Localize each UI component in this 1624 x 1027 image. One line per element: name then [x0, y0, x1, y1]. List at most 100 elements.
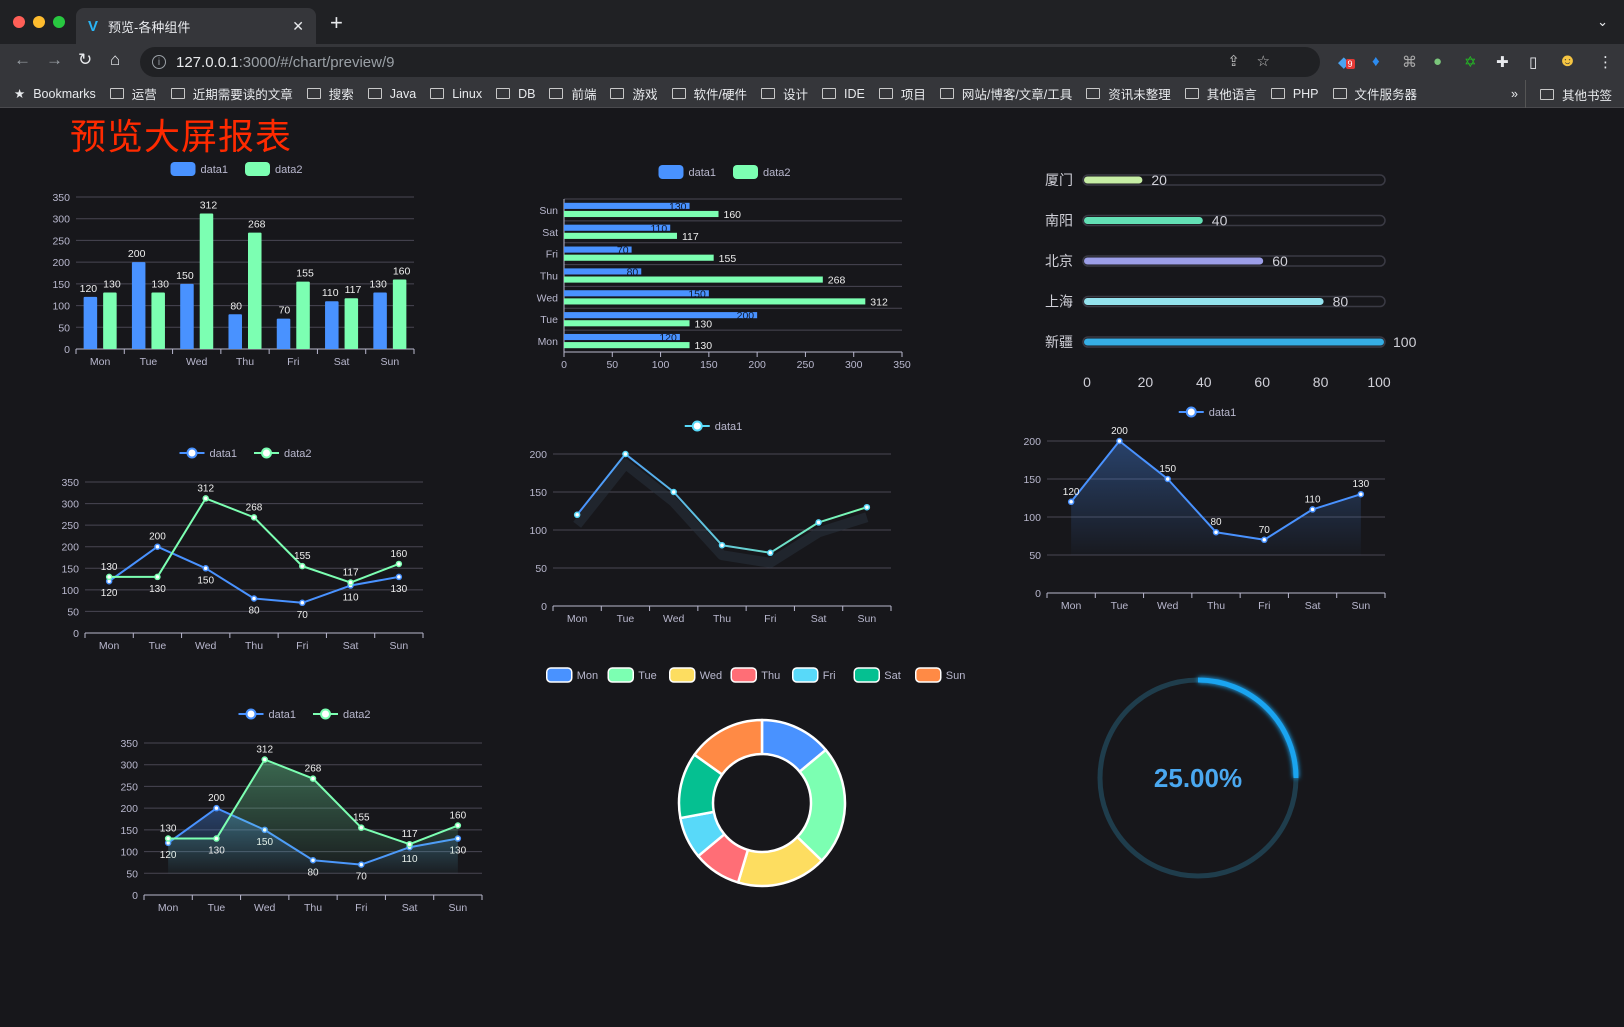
- bar: [228, 314, 242, 349]
- legend-label: data1: [269, 709, 297, 721]
- legend-item[interactable]: Tue: [607, 667, 657, 683]
- legend-item[interactable]: Sat: [853, 667, 901, 683]
- bar: [564, 333, 680, 341]
- side-panel-icon[interactable]: ▯: [1529, 54, 1538, 71]
- bookmark-folder[interactable]: Linux: [430, 87, 482, 101]
- legend-item[interactable]: Sun: [915, 667, 966, 683]
- legend-item[interactable]: data2: [733, 165, 791, 179]
- home-icon[interactable]: ⌂: [110, 50, 121, 69]
- data-label: 130: [101, 562, 118, 573]
- bookmark-folder[interactable]: 设计: [760, 84, 808, 103]
- tab-search-chevron-icon[interactable]: ⌄: [1597, 14, 1608, 29]
- legend-item[interactable]: data1: [238, 708, 297, 721]
- gem-extension-icon[interactable]: ♦: [1372, 53, 1380, 70]
- browser-tab[interactable]: V 预览-各种组件 ✕: [76, 8, 316, 44]
- profile-avatar[interactable]: ☻: [1558, 50, 1577, 70]
- line-chart: data1 0 50 100 150 200 Mon Tue Wed Thu Fri Sat Sun: [529, 420, 892, 625]
- legend-item[interactable]: Fri: [792, 667, 836, 683]
- maximize-window-button[interactable]: [53, 16, 65, 28]
- legend-label: data1: [689, 167, 717, 179]
- address-bar[interactable]: i 127.0.0.1:3000/#/chart/preview/9 ⇪ ☆: [140, 47, 1320, 77]
- close-tab-icon[interactable]: ✕: [292, 17, 304, 34]
- bookmark-folder[interactable]: IDE: [822, 87, 865, 101]
- legend-item[interactable]: Thu: [730, 667, 780, 683]
- data-label: 155: [719, 253, 737, 265]
- circle-extension-icon[interactable]: ●: [1433, 53, 1443, 70]
- bookmark-folder[interactable]: 近期需要读的文章: [170, 84, 293, 103]
- data-point: [863, 503, 871, 511]
- legend-item[interactable]: data1: [658, 165, 717, 179]
- data-label: 130: [369, 279, 387, 291]
- close-window-button[interactable]: [13, 16, 25, 28]
- minimize-window-button[interactable]: [33, 16, 45, 28]
- line-shadow: [573, 459, 869, 568]
- bookmark-label: 项目: [900, 88, 926, 102]
- x-tick-label: Fri: [355, 902, 367, 914]
- x-tick-label: Mon: [99, 640, 120, 652]
- data-point: [1357, 490, 1365, 498]
- legend-label: Tue: [638, 670, 657, 682]
- folder-icon: [1539, 88, 1554, 100]
- bookmark-folder[interactable]: 文件服务器: [1332, 84, 1417, 103]
- site-info-icon[interactable]: i: [152, 55, 166, 69]
- bookmark-folder[interactable]: 运营: [109, 84, 157, 103]
- legend-item[interactable]: data1: [179, 447, 238, 460]
- legend-item[interactable]: data2: [245, 162, 303, 176]
- tab-title: 预览-各种组件: [108, 19, 191, 35]
- legend-item[interactable]: data2: [254, 447, 312, 460]
- bookmark-folder[interactable]: 网站/博客/文章/工具: [939, 84, 1072, 103]
- legend-swatch-icon: [245, 162, 270, 176]
- legend-item[interactable]: data2: [313, 708, 371, 721]
- y-tick-label: 0: [1035, 588, 1041, 600]
- bookmark-folder[interactable]: 软件/硬件: [671, 84, 747, 103]
- data-point: [299, 599, 306, 607]
- folder-icon: [610, 88, 625, 99]
- legend-item[interactable]: Mon: [546, 667, 598, 683]
- legend-item[interactable]: data1: [170, 162, 229, 176]
- more-bookmarks-button[interactable]: »: [1511, 86, 1518, 101]
- category-label: 上海: [1045, 294, 1073, 310]
- progress-fill: [1084, 298, 1324, 305]
- data-point: [1164, 475, 1171, 483]
- y-tick-label: 300: [120, 760, 138, 772]
- bookmark-label: IDE: [844, 86, 865, 101]
- donut-slice[interactable]: [693, 718, 764, 776]
- folder-icon: [430, 88, 445, 99]
- bookmark-star-icon[interactable]: ☆: [1256, 53, 1270, 70]
- bookmark-folder[interactable]: 项目: [878, 84, 926, 103]
- new-tab-button[interactable]: +: [330, 10, 343, 35]
- puzzle-extensions-icon[interactable]: ✚: [1496, 54, 1509, 71]
- share-icon[interactable]: ⇪: [1227, 53, 1240, 70]
- bar: [564, 254, 714, 261]
- extension-icon[interactable]: ◆9: [1338, 54, 1355, 71]
- data-label: 312: [256, 745, 273, 756]
- bookmarks-manager[interactable]: ★ Bookmarks: [14, 86, 96, 102]
- bookmark-folder[interactable]: Java: [367, 87, 416, 101]
- legend-label: data1: [715, 421, 743, 433]
- bookmark-folder[interactable]: DB: [496, 87, 535, 101]
- data-label: 120: [101, 588, 118, 599]
- bookmark-folder[interactable]: 其他语言: [1184, 84, 1257, 103]
- legend-item[interactable]: data1: [684, 420, 743, 433]
- data-point: [454, 822, 462, 829]
- vue-logo-icon: V: [88, 17, 99, 35]
- back-icon[interactable]: ←: [14, 50, 31, 69]
- bookmark-label: Linux: [452, 86, 483, 101]
- x-tick-label: 150: [700, 359, 718, 371]
- x-tick-label: Tue: [140, 356, 158, 368]
- menu-kebab-icon[interactable]: ⋮: [1598, 54, 1613, 71]
- legend-item[interactable]: data1: [1178, 406, 1237, 419]
- data-point: [767, 549, 774, 557]
- bookmark-folder[interactable]: PHP: [1270, 87, 1319, 101]
- other-bookmarks-folder[interactable]: 其他书签: [1524, 80, 1612, 108]
- forward-icon[interactable]: →: [46, 50, 63, 69]
- star-extension-icon[interactable]: ✡: [1464, 54, 1477, 71]
- reload-icon[interactable]: ↻: [78, 50, 93, 69]
- command-extension-icon[interactable]: ⌘: [1402, 54, 1417, 71]
- bookmark-folder[interactable]: 搜索: [306, 84, 354, 103]
- bookmark-folder[interactable]: 资讯未整理: [1086, 84, 1171, 103]
- bookmark-folder[interactable]: 游戏: [610, 84, 658, 103]
- legend-item[interactable]: Wed: [669, 667, 722, 683]
- bar: [83, 296, 98, 349]
- bookmark-folder[interactable]: 前端: [549, 84, 596, 103]
